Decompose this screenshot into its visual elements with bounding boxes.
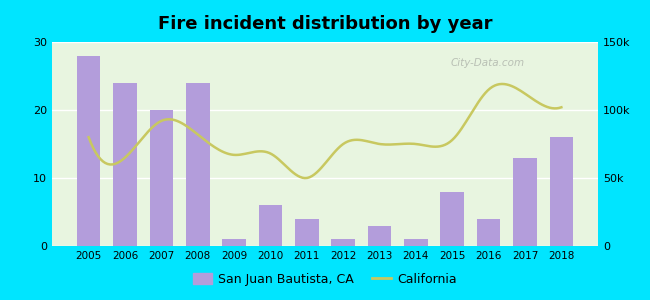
Bar: [295, 219, 318, 246]
Bar: [549, 137, 573, 246]
Bar: [477, 219, 500, 246]
Bar: [514, 158, 537, 246]
Text: Fire incident distribution by year: Fire incident distribution by year: [158, 15, 492, 33]
Bar: [441, 192, 464, 246]
Bar: [404, 239, 428, 246]
Bar: [368, 226, 391, 246]
Bar: [77, 56, 101, 246]
Bar: [113, 83, 136, 246]
Bar: [186, 83, 209, 246]
Bar: [222, 239, 246, 246]
Legend: San Juan Bautista, CA, California: San Juan Bautista, CA, California: [188, 268, 462, 291]
Bar: [332, 239, 355, 246]
Bar: [259, 205, 282, 246]
Bar: [150, 110, 173, 246]
Text: City-Data.com: City-Data.com: [450, 58, 525, 68]
